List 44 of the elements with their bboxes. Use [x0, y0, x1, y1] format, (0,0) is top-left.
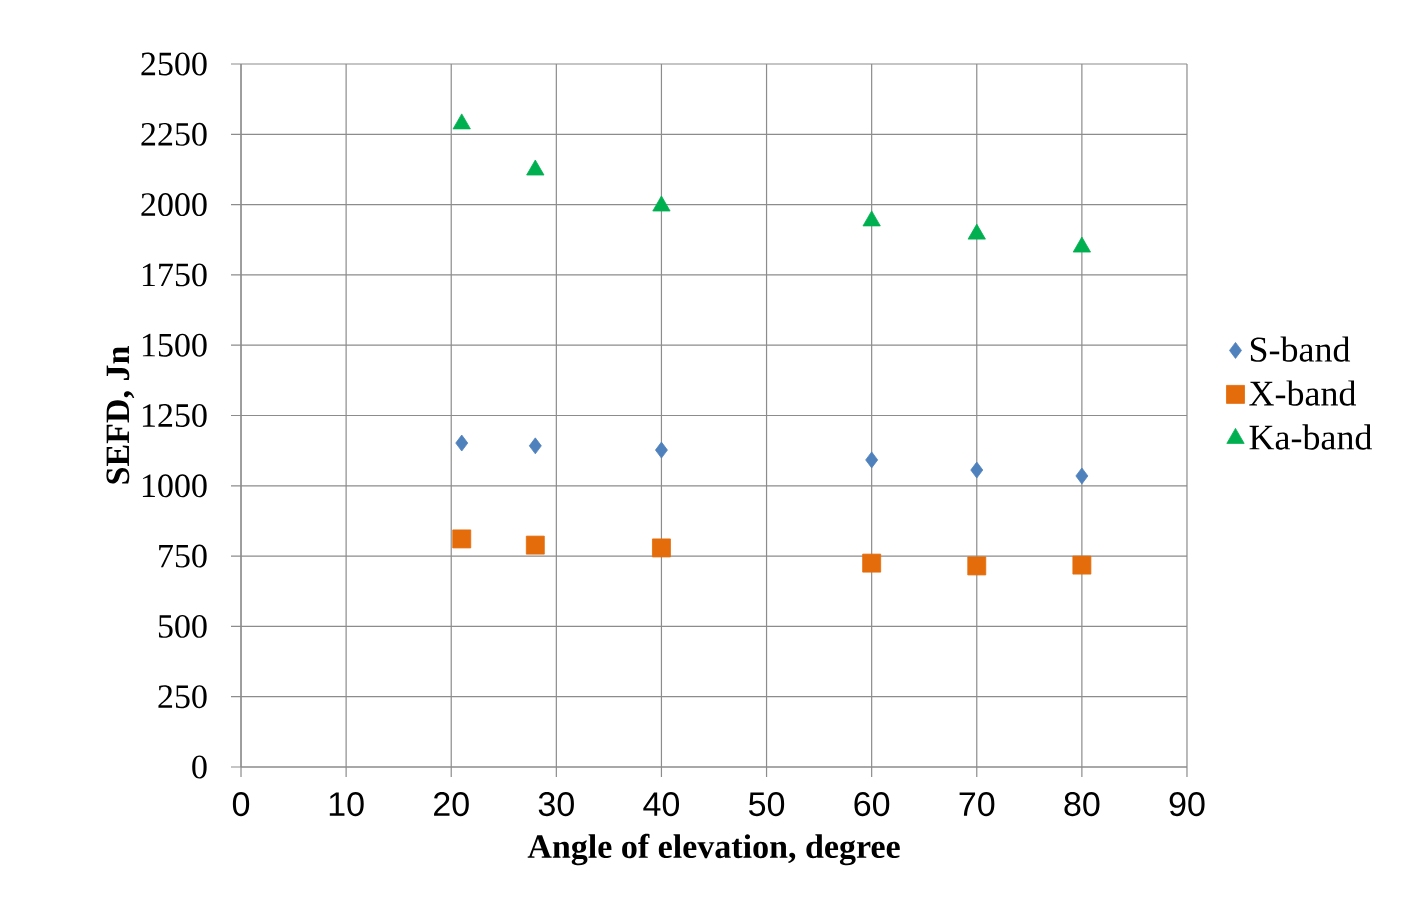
y-tick-label: 500: [158, 614, 207, 638]
x-tick-label: 10: [329, 792, 364, 817]
y-tick-label: 750: [159, 544, 207, 568]
y-tick-label: 0: [192, 755, 207, 779]
x-tick-label: 30: [538, 792, 574, 817]
point: [1075, 467, 1089, 485]
point: [655, 441, 668, 459]
legend-label: S-band: [1250, 336, 1351, 362]
y-tick-label: 2000: [141, 193, 207, 217]
x-tick-label: 0: [232, 792, 250, 817]
x-tick-label: 60: [854, 792, 890, 817]
legend-label: Ka-band: [1249, 424, 1373, 450]
x-tick-label: 70: [959, 792, 995, 817]
x-tick-label: 80: [1064, 792, 1100, 817]
point: [862, 210, 881, 227]
point: [652, 195, 671, 212]
point: [525, 535, 545, 555]
x-tick-label: 20: [434, 792, 469, 817]
y-axis-title: SEFD, Jn: [106, 346, 135, 484]
point: [528, 437, 542, 455]
x-tick-label: 40: [643, 792, 680, 817]
point: [865, 451, 879, 469]
y-tick-label: 1500: [142, 333, 207, 357]
point: [970, 461, 984, 479]
y-tick-label: 1250: [142, 404, 207, 427]
y-tick-label: 2250: [141, 122, 207, 146]
point: [967, 223, 986, 240]
point: [1072, 555, 1092, 575]
y-tick-label: 1000: [142, 474, 207, 498]
point: [455, 434, 469, 452]
point: [526, 159, 545, 176]
point: [967, 556, 987, 576]
y-tick-label: 250: [158, 685, 207, 709]
x-tick-label: 50: [748, 792, 785, 817]
point: [1072, 236, 1091, 253]
point: [452, 529, 472, 549]
point: [452, 113, 471, 130]
x-tick-label: 90: [1169, 792, 1205, 817]
y-tick-label: 2500: [141, 52, 207, 76]
y-tick-label: 1750: [142, 263, 207, 287]
point: [862, 553, 882, 573]
x-axis-title: Angle of elevation, degree: [527, 833, 900, 866]
legend-label: X-band: [1249, 380, 1357, 406]
point: [652, 538, 671, 558]
